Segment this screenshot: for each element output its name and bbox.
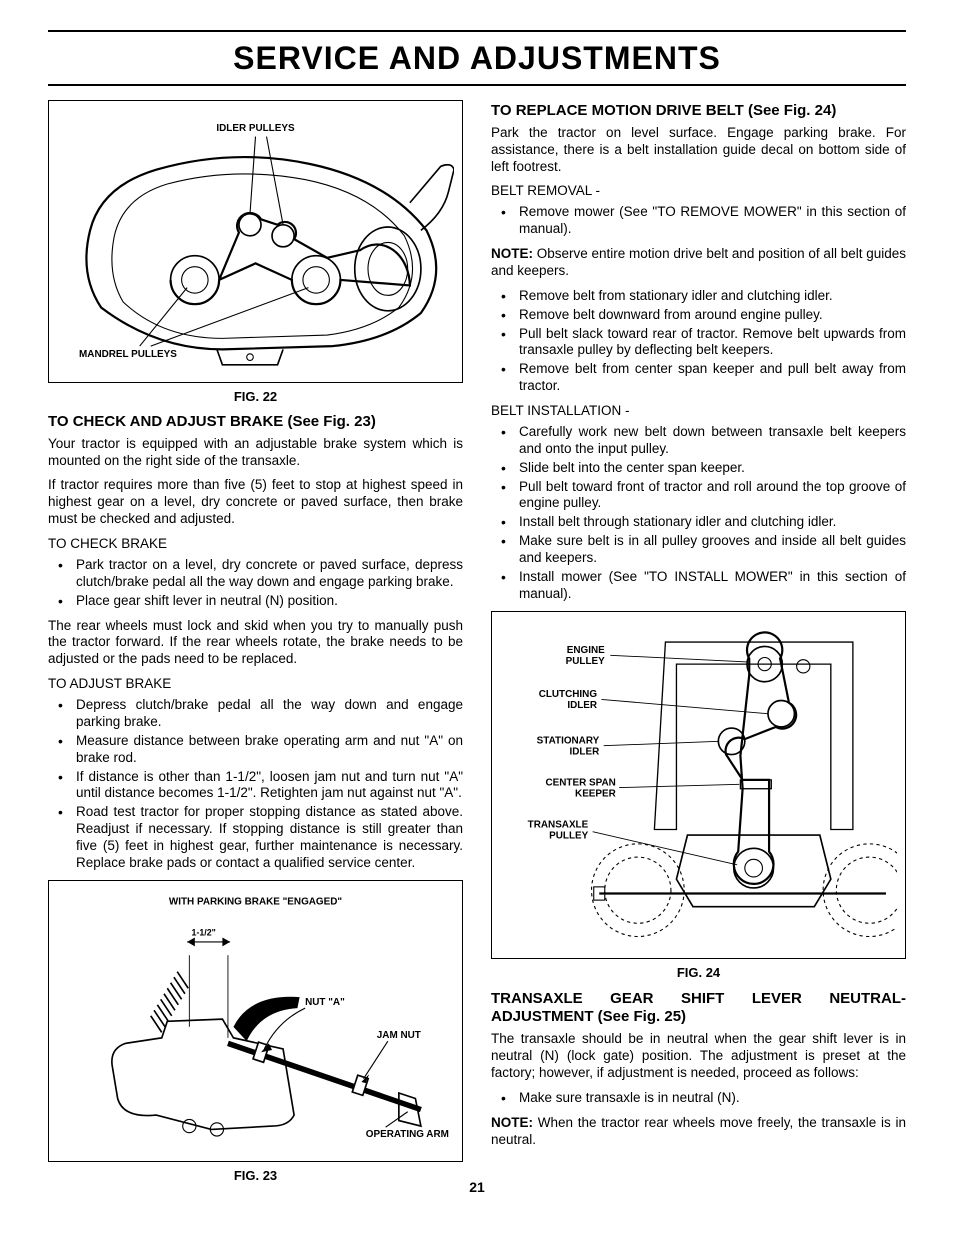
page-title: SERVICE AND ADJUSTMENTS: [48, 38, 906, 78]
brake-para-2: If tractor requires more than five (5) f…: [48, 477, 463, 528]
list-item: Park tractor on a level, dry concrete or…: [48, 557, 463, 591]
check-brake-list: Park tractor on a level, dry concrete or…: [48, 557, 463, 610]
list-item: Remove belt downward from around engine …: [491, 307, 906, 324]
fig24-pulley: PULLEY: [566, 656, 605, 667]
note-1-label: NOTE:: [491, 246, 533, 261]
list-item: If distance is other than 1-1/2", loosen…: [48, 769, 463, 803]
sub-belt-removal: BELT REMOVAL -: [491, 183, 906, 200]
note-1-text: Observe entire motion drive belt and pos…: [491, 246, 906, 278]
figure-23-caption: FIG. 23: [48, 1168, 463, 1184]
removal-list-1: Remove mower (See "TO REMOVE MOWER" in t…: [491, 204, 906, 238]
fig24-clutching: CLUTCHING: [539, 689, 598, 700]
sub-belt-install: BELT INSTALLATION -: [491, 403, 906, 420]
heading-transaxle: TRANSAXLE GEAR SHIFT LEVER NEUTRAL- ADJU…: [491, 990, 906, 1028]
fig24-transaxle: TRANSAXLE: [528, 819, 589, 830]
list-item: Depress clutch/brake pedal all the way d…: [48, 697, 463, 731]
fig24-keeper: KEEPER: [575, 788, 616, 799]
list-item: Remove belt from stationary idler and cl…: [491, 288, 906, 305]
list-item: Make sure transaxle is in neutral (N).: [491, 1090, 906, 1107]
fig22-idler-label: IDLER PULLEYS: [216, 123, 295, 134]
heading-motion-belt: TO REPLACE MOTION DRIVE BELT (See Fig. 2…: [491, 102, 906, 121]
figure-24-box: ENGINE PULLEY CLUTCHING IDLER STATIONARY…: [491, 611, 906, 960]
list-item: Remove mower (See "TO REMOVE MOWER" in t…: [491, 204, 906, 238]
fig23-header: WITH PARKING BRAKE "ENGAGED": [169, 896, 343, 907]
fig23-dim: 1-1/2": [192, 927, 216, 937]
list-item: Pull belt slack toward rear of tractor. …: [491, 326, 906, 360]
figure-24-caption: FIG. 24: [491, 965, 906, 981]
list-item: Road test tractor for proper stopping di…: [48, 804, 463, 872]
adjust-brake-list: Depress clutch/brake pedal all the way d…: [48, 697, 463, 872]
brake-para-1: Your tractor is equipped with an adjusta…: [48, 436, 463, 470]
figure-23-svg: WITH PARKING BRAKE "ENGAGED" 1-1/2" NUT …: [57, 889, 454, 1154]
figure-22-svg: IDLER PULLEYS MANDREL PULLEYS: [57, 109, 454, 374]
fig23-nuta: NUT "A": [305, 997, 345, 1008]
fig24-pulley2: PULLEY: [549, 830, 588, 841]
list-item: Remove belt from center span keeper and …: [491, 361, 906, 395]
note-2-label: NOTE:: [491, 1115, 533, 1130]
removal-list-2: Remove belt from stationary idler and cl…: [491, 288, 906, 395]
rule-bottom: [48, 84, 906, 86]
list-item: Place gear shift lever in neutral (N) po…: [48, 593, 463, 610]
list-item: Carefully work new belt down between tra…: [491, 424, 906, 458]
fig24-idler2: IDLER: [570, 746, 600, 757]
figure-22-box: IDLER PULLEYS MANDREL PULLEYS: [48, 100, 463, 383]
fig24-idler: IDLER: [567, 700, 597, 711]
list-item: Install mower (See "TO INSTALL MOWER" in…: [491, 569, 906, 603]
two-column-layout: IDLER PULLEYS MANDREL PULLEYS FIG. 22 TO…: [48, 100, 906, 1193]
fig24-stationary: STATIONARY: [537, 735, 600, 746]
heading-check-brake: TO CHECK AND ADJUST BRAKE (See Fig. 23): [48, 413, 463, 432]
sub-adjust-brake: TO ADJUST BRAKE: [48, 676, 463, 693]
list-item: Install belt through stationary idler an…: [491, 514, 906, 531]
trans-list: Make sure transaxle is in neutral (N).: [491, 1090, 906, 1107]
figure-22-caption: FIG. 22: [48, 389, 463, 405]
brake-para-3: The rear wheels must lock and skid when …: [48, 618, 463, 669]
sub-check-brake: TO CHECK BRAKE: [48, 536, 463, 553]
left-column: IDLER PULLEYS MANDREL PULLEYS FIG. 22 TO…: [48, 100, 463, 1193]
motion-para-1: Park the tractor on level surface. Engag…: [491, 125, 906, 176]
install-list: Carefully work new belt down between tra…: [491, 424, 906, 603]
list-item: Measure distance between brake operating…: [48, 733, 463, 767]
fig23-arm: OPERATING ARM: [366, 1129, 449, 1140]
list-item: Slide belt into the center span keeper.: [491, 460, 906, 477]
fig24-engine: ENGINE: [567, 645, 605, 656]
note-2-text: When the tractor rear wheels move freely…: [491, 1115, 906, 1147]
trans-para: The transaxle should be in neutral when …: [491, 1031, 906, 1082]
figure-23-box: WITH PARKING BRAKE "ENGAGED" 1-1/2" NUT …: [48, 880, 463, 1163]
fig23-jam: JAM NUT: [377, 1030, 421, 1041]
note-2: NOTE: When the tractor rear wheels move …: [491, 1115, 906, 1149]
fig24-center: CENTER SPAN: [546, 777, 616, 788]
fig22-mandrel-label: MANDREL PULLEYS: [79, 349, 177, 360]
right-column: TO REPLACE MOTION DRIVE BELT (See Fig. 2…: [491, 100, 906, 1193]
note-1: NOTE: Observe entire motion drive belt a…: [491, 246, 906, 280]
figure-24-svg: ENGINE PULLEY CLUTCHING IDLER STATIONARY…: [500, 620, 897, 951]
list-item: Make sure belt is in all pulley grooves …: [491, 533, 906, 567]
list-item: Pull belt toward front of tractor and ro…: [491, 479, 906, 513]
rule-top: [48, 30, 906, 32]
